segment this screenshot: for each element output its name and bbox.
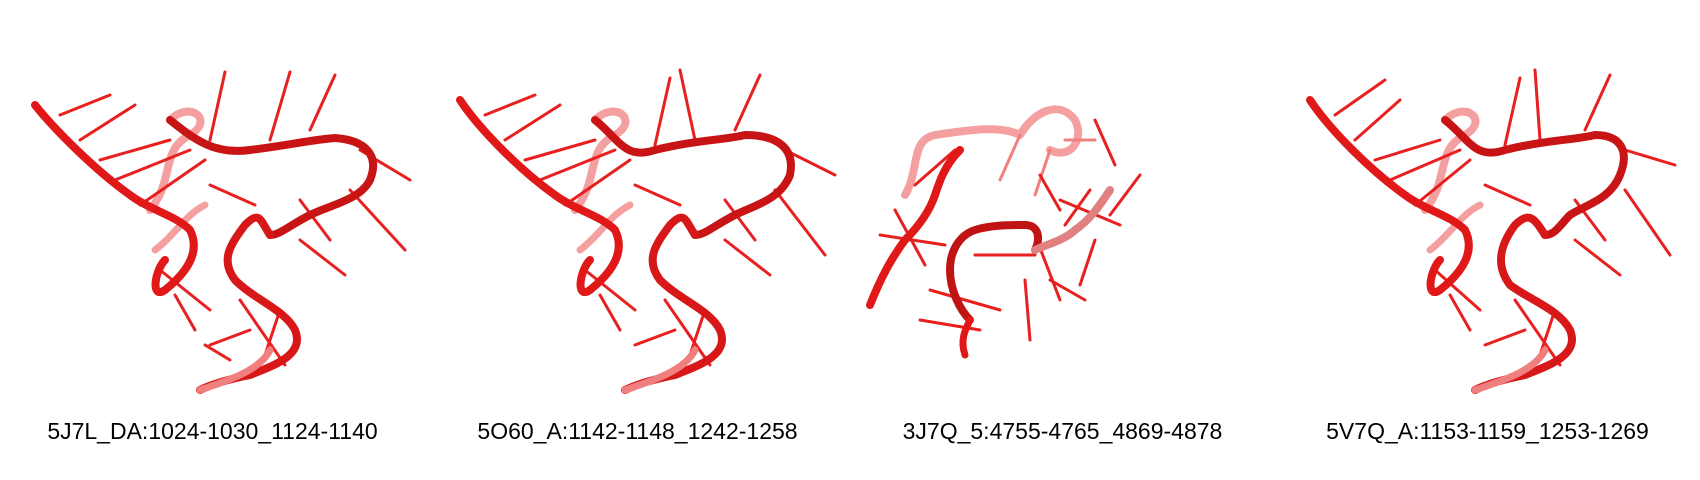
rna-panel-4: 5V7Q_A:1153-1159_1253-1269 (1275, 0, 1700, 480)
rna-ribbon-3d-image-4 (1306, 68, 1677, 394)
rna-panel-1: 5J7L_DA:1024-1030_1124-1140 (0, 0, 425, 480)
rna-ribbon-3d-image-2 (456, 68, 837, 394)
rna-panel-2: 5O60_A:1142-1148_1242-1258 (425, 0, 850, 480)
rna-ribbon-3d-image-3 (866, 105, 1142, 359)
rna-ribbon-3d-image-1 (31, 70, 412, 394)
rna-panel-3: 3J7Q_5:4755-4765_4869-4878 (850, 0, 1275, 480)
structure-label: 5V7Q_A:1153-1159_1253-1269 (1326, 418, 1649, 444)
structure-label: 5J7L_DA:1024-1030_1124-1140 (47, 418, 378, 444)
structure-label: 5O60_A:1142-1148_1242-1258 (477, 418, 798, 444)
structure-label: 3J7Q_5:4755-4765_4869-4878 (902, 418, 1223, 444)
